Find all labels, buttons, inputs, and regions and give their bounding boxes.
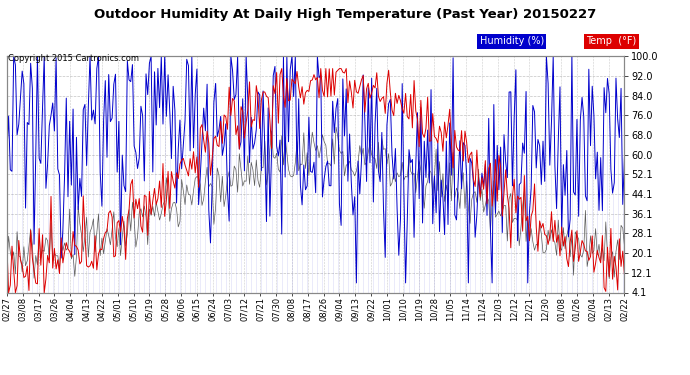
Text: Humidity (%): Humidity (%) — [480, 36, 544, 46]
Text: Copyright 2015 Cartronics.com: Copyright 2015 Cartronics.com — [8, 54, 139, 63]
Text: Outdoor Humidity At Daily High Temperature (Past Year) 20150227: Outdoor Humidity At Daily High Temperatu… — [94, 8, 596, 21]
Text: Temp  (°F): Temp (°F) — [586, 36, 637, 46]
